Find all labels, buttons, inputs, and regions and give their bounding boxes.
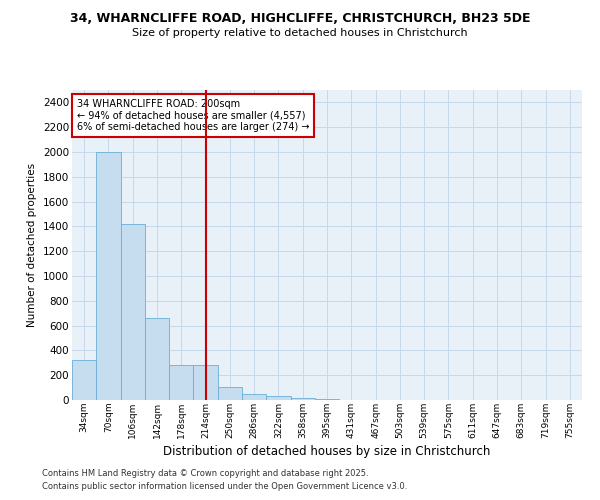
Bar [315,399,339,400]
Bar [242,394,266,400]
Text: 34 WHARNCLIFFE ROAD: 200sqm
← 94% of detached houses are smaller (4,557)
6% of s: 34 WHARNCLIFFE ROAD: 200sqm ← 94% of det… [77,100,310,132]
Bar [290,398,315,400]
X-axis label: Distribution of detached houses by size in Christchurch: Distribution of detached houses by size … [163,444,491,458]
Y-axis label: Number of detached properties: Number of detached properties [28,163,37,327]
Text: Contains public sector information licensed under the Open Government Licence v3: Contains public sector information licen… [42,482,407,491]
Bar [96,152,121,400]
Bar [266,396,290,400]
Bar [72,360,96,400]
Text: Size of property relative to detached houses in Christchurch: Size of property relative to detached ho… [132,28,468,38]
Bar [121,224,145,400]
Bar [218,387,242,400]
Bar [193,364,218,400]
Text: 34, WHARNCLIFFE ROAD, HIGHCLIFFE, CHRISTCHURCH, BH23 5DE: 34, WHARNCLIFFE ROAD, HIGHCLIFFE, CHRIST… [70,12,530,26]
Bar [145,318,169,400]
Bar [169,364,193,400]
Text: Contains HM Land Registry data © Crown copyright and database right 2025.: Contains HM Land Registry data © Crown c… [42,468,368,477]
